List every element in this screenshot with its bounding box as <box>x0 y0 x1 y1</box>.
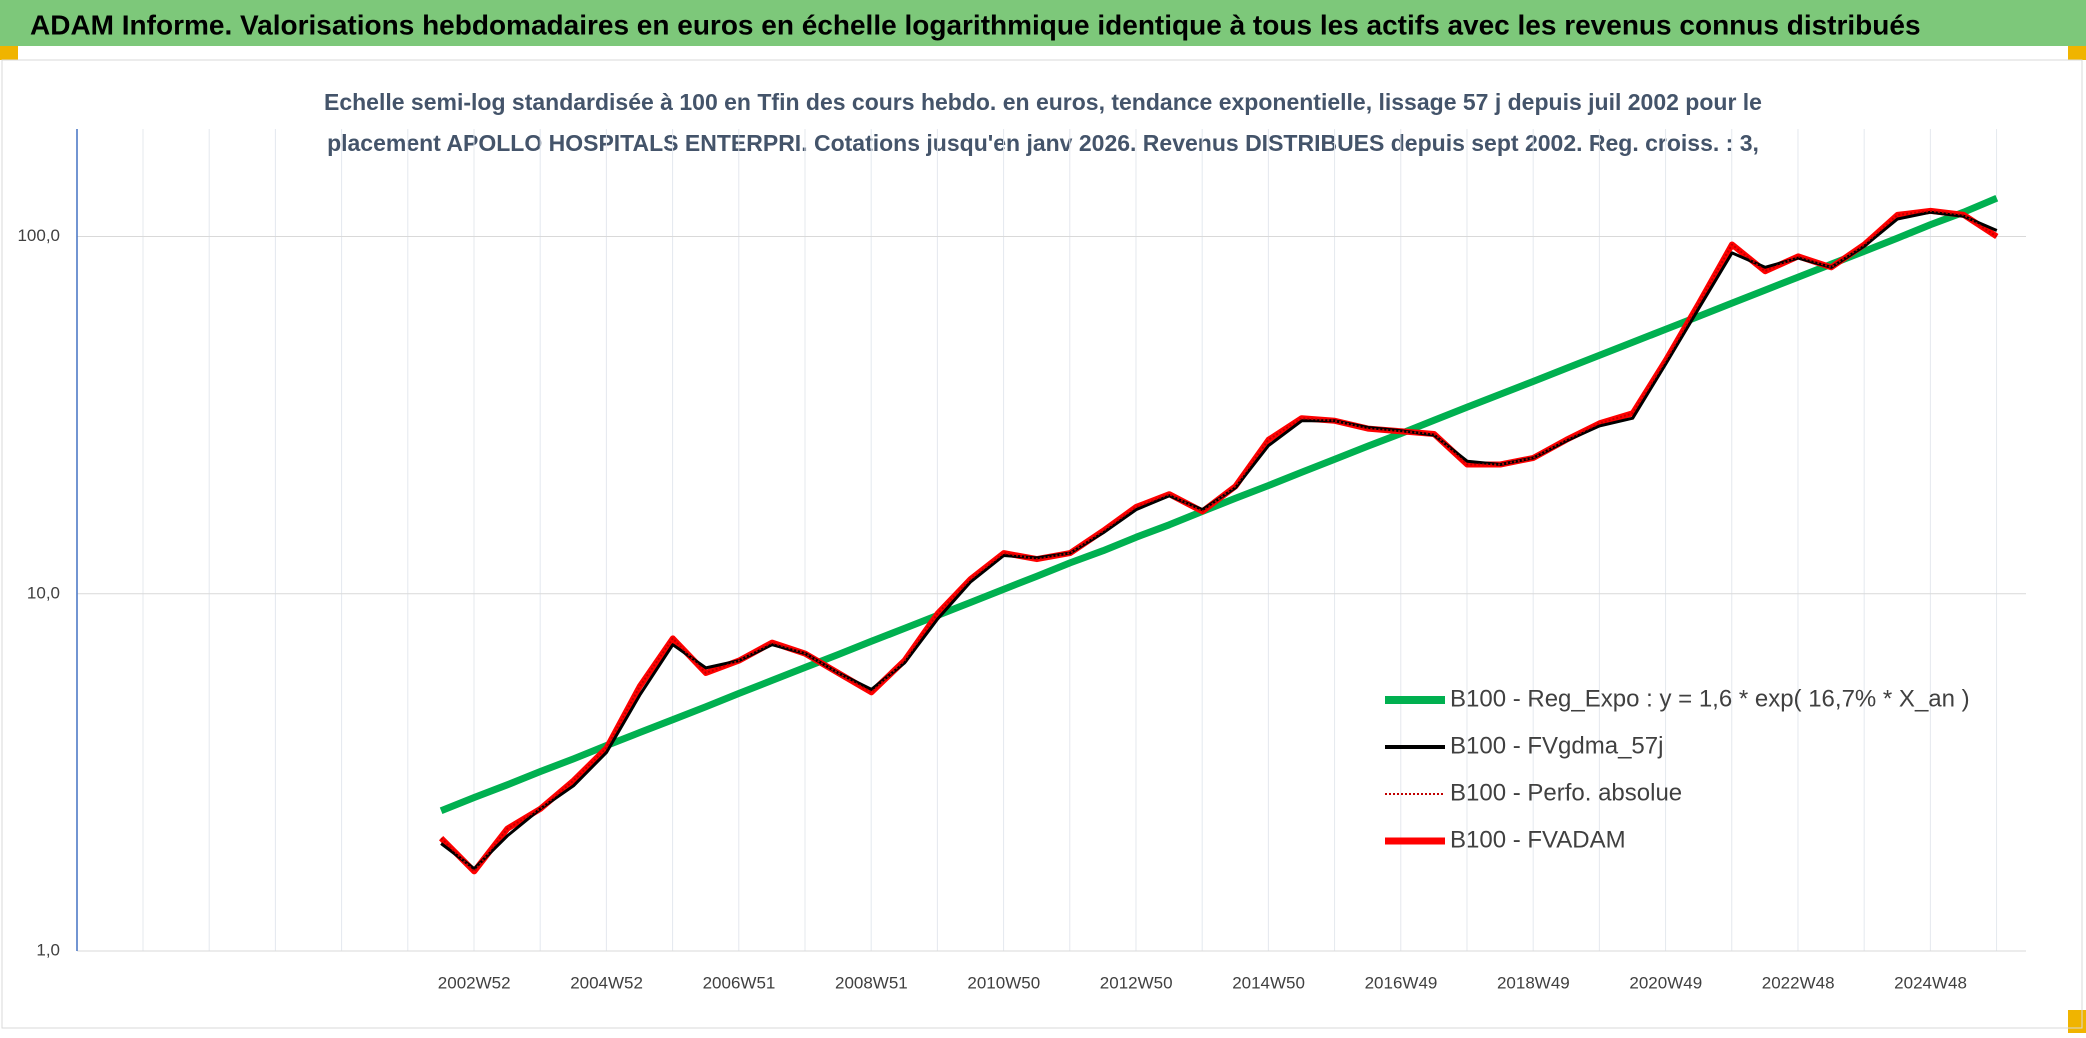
chart-title: ADAM Informe. Valorisations hebdomadaire… <box>30 9 1921 40</box>
legend-label: B100 - FVgdma_57j <box>1450 732 1663 759</box>
series-line <box>439 194 1999 814</box>
x-tick-label: 2006W51 <box>703 973 776 992</box>
header-bar <box>0 0 2086 46</box>
x-tick-label: 2018W49 <box>1497 973 1570 992</box>
x-tick-label: 2014W50 <box>1232 973 1305 992</box>
x-tick-label: 2024W48 <box>1894 973 1967 992</box>
x-tick-label: 2016W49 <box>1365 973 1438 992</box>
legend-label: B100 - Perfo. absolue <box>1450 779 1682 806</box>
chart-frame <box>1 59 2083 1029</box>
y-tick-label: 10,0 <box>27 583 60 602</box>
y-tick-label: 100,0 <box>17 226 60 245</box>
x-tick-label: 2002W52 <box>438 973 511 992</box>
x-tick-label: 2008W51 <box>835 973 908 992</box>
series-line <box>440 209 1998 873</box>
x-tick-label: 2004W52 <box>570 973 643 992</box>
x-tick-label: 2022W48 <box>1762 973 1835 992</box>
x-tick-label: 2012W50 <box>1100 973 1173 992</box>
legend-label: B100 - Reg_Expo : y = 1,6 * exp( 16,7% *… <box>1450 685 1970 712</box>
x-tick-label: 2010W50 <box>967 973 1040 992</box>
x-tick-label: 2020W49 <box>1629 973 1702 992</box>
legend-label: B100 - FVADAM <box>1450 826 1626 853</box>
corner <box>0 46 18 60</box>
corner <box>2068 1010 2086 1033</box>
subtitle: placement APOLLO HOSPITALS ENTERPRI. Cot… <box>327 130 1759 156</box>
y-tick-label: 1,0 <box>36 940 60 959</box>
subtitle: Echelle semi-log standardisée à 100 en T… <box>324 89 1762 115</box>
corner <box>2068 46 2086 60</box>
